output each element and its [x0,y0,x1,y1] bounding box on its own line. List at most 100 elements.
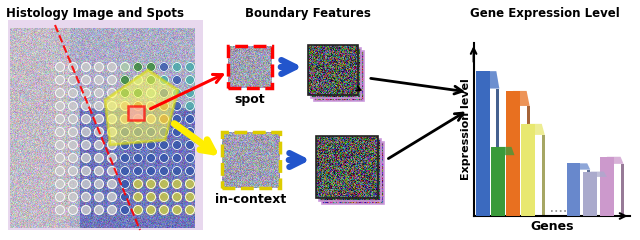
Polygon shape [498,147,515,155]
Circle shape [134,127,143,137]
Circle shape [95,192,104,202]
Circle shape [56,154,65,162]
Circle shape [108,114,116,124]
Bar [228,46,272,88]
Circle shape [95,205,104,215]
Circle shape [81,102,90,110]
Circle shape [147,154,156,162]
Polygon shape [513,91,530,106]
Circle shape [120,62,129,72]
Circle shape [134,154,143,162]
Circle shape [186,102,195,110]
Circle shape [120,154,129,162]
Bar [222,132,280,188]
Circle shape [173,114,182,124]
Bar [567,163,580,216]
Circle shape [159,127,168,137]
Circle shape [120,192,129,202]
Circle shape [108,102,116,110]
Circle shape [186,62,195,72]
Circle shape [108,62,116,72]
Circle shape [95,180,104,188]
Bar [316,136,378,198]
Circle shape [56,102,65,110]
Circle shape [186,114,195,124]
Circle shape [173,180,182,188]
Circle shape [159,114,168,124]
Circle shape [120,127,129,137]
Circle shape [108,154,116,162]
Circle shape [56,140,65,150]
Circle shape [56,192,65,202]
Bar [506,91,520,216]
Circle shape [159,205,168,215]
Circle shape [134,89,143,97]
Circle shape [159,89,168,97]
Circle shape [81,140,90,150]
Polygon shape [590,172,607,177]
Bar [600,157,614,216]
Circle shape [56,76,65,84]
Bar [128,106,144,120]
Circle shape [95,102,104,110]
Bar [527,106,530,216]
Circle shape [173,192,182,202]
Circle shape [186,89,195,97]
Circle shape [95,140,104,150]
Circle shape [68,62,77,72]
Circle shape [186,180,195,188]
Circle shape [68,89,77,97]
Circle shape [159,76,168,84]
Circle shape [81,154,90,162]
Circle shape [134,140,143,150]
Circle shape [95,89,104,97]
Circle shape [81,205,90,215]
Circle shape [68,180,77,188]
Circle shape [134,192,143,202]
Circle shape [108,167,116,175]
Polygon shape [528,124,545,135]
Polygon shape [105,70,178,145]
Circle shape [134,62,143,72]
Circle shape [108,180,116,188]
Bar [522,124,535,216]
Circle shape [134,102,143,110]
Circle shape [108,205,116,215]
Bar [322,142,384,204]
Circle shape [147,62,156,72]
Circle shape [173,140,182,150]
Circle shape [108,89,116,97]
Circle shape [159,192,168,202]
Circle shape [186,192,195,202]
Circle shape [81,127,90,137]
Circle shape [120,180,129,188]
Bar [497,89,499,216]
Bar [542,135,545,216]
Circle shape [68,114,77,124]
Circle shape [56,114,65,124]
Bar [588,170,590,216]
Circle shape [56,180,65,188]
Bar [511,155,515,216]
Circle shape [173,62,182,72]
Bar [319,139,381,201]
Circle shape [134,114,143,124]
Circle shape [56,167,65,175]
Circle shape [95,167,104,175]
X-axis label: Genes: Genes [531,220,573,233]
Circle shape [81,180,90,188]
Polygon shape [573,163,590,170]
Bar [311,48,361,98]
Circle shape [95,127,104,137]
Circle shape [68,205,77,215]
Circle shape [159,140,168,150]
Bar [584,172,597,216]
Circle shape [186,205,195,215]
Circle shape [56,62,65,72]
Circle shape [134,167,143,175]
Bar [604,177,607,216]
Circle shape [186,167,195,175]
Circle shape [159,62,168,72]
Circle shape [134,205,143,215]
Circle shape [147,192,156,202]
